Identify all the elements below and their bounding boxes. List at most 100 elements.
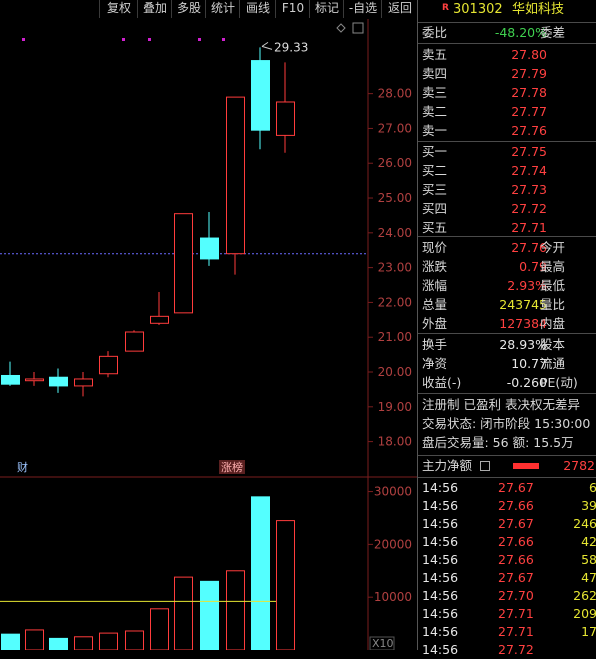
tick-price: 27.70 xyxy=(498,588,534,603)
bid-row: 买五 27.71 xyxy=(418,219,596,237)
candle-body xyxy=(200,237,219,260)
ask-price: 27.78 xyxy=(511,85,547,100)
price-tick-label: 28.00 xyxy=(378,87,412,101)
tick-price: 27.71 xyxy=(498,624,534,639)
volume-bar xyxy=(150,608,169,650)
bid-row: 买四 27.72 xyxy=(418,200,596,218)
candle-body xyxy=(1,374,20,385)
tick-row: 14:56 27.66 39 xyxy=(418,497,596,515)
fund-label2: 股本 xyxy=(540,337,566,352)
main-flow-value: 2782 xyxy=(563,458,595,473)
tick-volume: 58 xyxy=(581,552,596,567)
weibi-row: 委比 -48.20% 委差 xyxy=(418,24,596,42)
quote-value: 127384 xyxy=(499,316,547,331)
ask-price: 27.76 xyxy=(511,123,547,138)
tick-row: 14:56 27.66 58 xyxy=(418,551,596,569)
quote-value: 243745 xyxy=(499,297,547,312)
marker-cai: 财 xyxy=(17,460,28,474)
toolbar-button-6[interactable]: 标记 xyxy=(309,0,344,18)
tick-volume: 39 xyxy=(581,498,596,513)
candle-body xyxy=(125,331,144,352)
toolbar-button-3[interactable]: 统计 xyxy=(205,0,240,18)
volume-bar xyxy=(1,633,20,650)
ask-row: 卖五 27.80 xyxy=(418,46,596,64)
tick-price: 27.72 xyxy=(498,642,534,657)
divider xyxy=(418,393,596,394)
toolbar-button-2[interactable]: 多股 xyxy=(171,0,206,18)
price-tick-label: 19.00 xyxy=(378,400,412,414)
tick-row: 14:56 27.66 42 xyxy=(418,533,596,551)
volume-bar xyxy=(25,629,44,650)
candle-body xyxy=(276,101,295,136)
toolbar-button-1[interactable]: 叠加 xyxy=(137,0,172,18)
candle-body xyxy=(49,376,68,387)
weibi-label: 委比 xyxy=(422,25,448,40)
tags-text: 注册制 已盈利 表决权无差异 xyxy=(422,397,580,412)
tick-time: 14:56 xyxy=(422,642,459,657)
quote-label2: 内盘 xyxy=(540,316,566,331)
ask-row: 卖三 27.78 xyxy=(418,84,596,102)
tick-volume: 6 xyxy=(589,480,596,495)
volume-bar xyxy=(200,580,219,650)
tick-row: 14:56 27.67 246 xyxy=(418,515,596,533)
toolbar-button-5[interactable]: F10 xyxy=(275,0,310,18)
toolbar-button-8[interactable]: 返回 xyxy=(381,0,418,18)
tick-volume: 209 xyxy=(573,606,596,621)
candle-body xyxy=(25,378,44,382)
ask-row: 卖二 27.77 xyxy=(418,103,596,121)
candle-body xyxy=(174,213,193,314)
toolbar-button-4[interactable]: 画线 xyxy=(239,0,276,18)
quote-label: 涨幅 xyxy=(422,278,448,293)
candle-body xyxy=(74,378,93,387)
tick-volume: 262 xyxy=(573,588,596,603)
tick-price: 27.67 xyxy=(498,516,534,531)
kline-chart[interactable]: 28.00 27.00 26.00 25.00 24.00 23.00 22.00 21.00… xyxy=(0,19,417,650)
menu-icon[interactable] xyxy=(480,461,490,471)
stock-name: 华如科技 xyxy=(512,2,565,17)
tick-price: 27.66 xyxy=(498,552,534,567)
tick-time: 14:56 xyxy=(422,606,459,621)
price-tick-label: 21.00 xyxy=(378,330,412,344)
divider xyxy=(418,477,596,478)
quote-value: 27.76 xyxy=(511,240,547,255)
tick-time: 14:56 xyxy=(422,480,459,495)
candle-body xyxy=(251,60,270,131)
fundamental-row: 收益(-) -0.260 PE(动) xyxy=(418,374,596,392)
fundamental-row: 净资 10.77 流通 xyxy=(418,355,596,373)
volume-bar xyxy=(174,576,193,650)
quote-row: 外盘 127384 内盘 xyxy=(418,315,596,333)
tick-time: 14:56 xyxy=(422,516,459,531)
fund-label: 收益(-) xyxy=(422,375,462,390)
bid-price: 27.71 xyxy=(511,220,547,235)
ask-label: 卖四 xyxy=(422,66,448,81)
marker-dot xyxy=(22,38,25,41)
bid-row: 买二 27.74 xyxy=(418,162,596,180)
quote-label: 外盘 xyxy=(422,316,448,331)
tick-volume: 246 xyxy=(573,516,596,531)
tick-price: 27.71 xyxy=(498,606,534,621)
tick-row: 14:56 27.72 xyxy=(418,641,596,659)
quote-row: 涨幅 2.93% 最低 xyxy=(418,277,596,295)
candle-body xyxy=(226,96,245,255)
quote-row: 现价 27.76 今开 xyxy=(418,239,596,257)
divider xyxy=(418,455,596,456)
ask-row: 卖一 27.76 xyxy=(418,122,596,140)
divider xyxy=(418,43,596,44)
tick-price: 27.66 xyxy=(498,534,534,549)
bid-price: 27.75 xyxy=(511,144,547,159)
main-flow-row[interactable]: 主力净额 2782 xyxy=(418,457,596,475)
stock-header: R 301302 华如科技 xyxy=(418,1,596,21)
tick-volume: 47 xyxy=(581,570,596,585)
chart-toolbar: 复权 叠加 多股 统计 画线 F10 标记 -自选 返回 xyxy=(0,0,417,19)
price-tick-label: 27.00 xyxy=(378,121,412,135)
flow-bar xyxy=(513,463,539,469)
main-flow-label: 主力净额 xyxy=(422,458,473,473)
tick-price: 27.67 xyxy=(498,480,534,495)
volume-bar xyxy=(226,570,245,650)
bid-price: 27.73 xyxy=(511,182,547,197)
toolbar-button-7[interactable]: -自选 xyxy=(343,0,382,18)
marker-zhangbang: 涨榜 xyxy=(221,460,243,474)
volume-tick-label: 10000 xyxy=(374,590,412,604)
toolbar-button-0[interactable]: 复权 xyxy=(99,0,138,18)
price-tick-label: 18.00 xyxy=(378,435,412,449)
